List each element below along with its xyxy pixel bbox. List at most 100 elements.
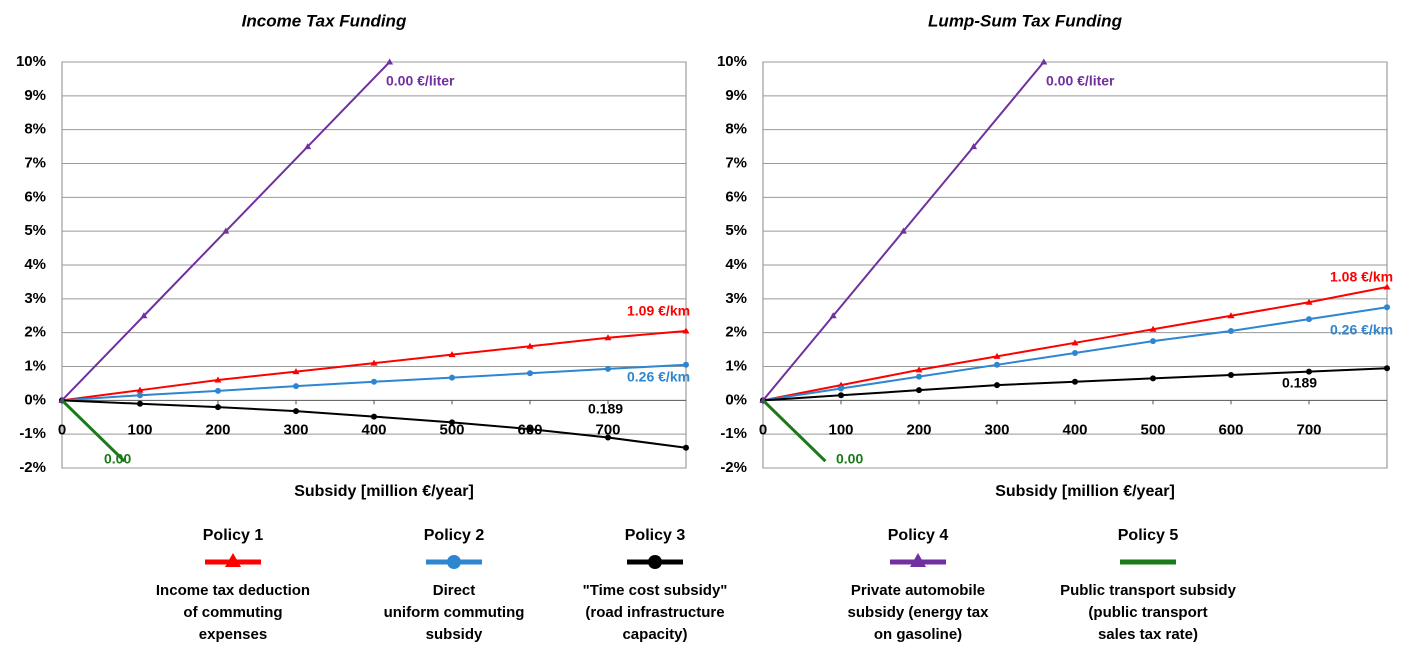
marker [1384,304,1390,311]
marker [1227,312,1235,319]
x-tick-label: 0 [759,421,767,438]
legend-marker [447,555,461,569]
marker [370,359,378,366]
marker [1383,283,1391,290]
legend-name: Policy 1 [203,527,264,544]
legend-description: "Time cost subsidy" [583,582,728,599]
x-tick-label: 100 [828,421,853,438]
legend-marker [910,553,926,567]
chart-title: Income Tax Funding [242,11,407,30]
x-tick-label: 100 [127,421,152,438]
marker [371,378,377,385]
marker [682,327,690,334]
x-tick-label: 200 [906,421,931,438]
marker [994,361,1000,368]
marker [683,444,689,451]
x-axis-label: Subsidy [million €/year] [294,483,474,500]
annotation: 0.26 €/km [627,369,690,385]
marker [838,392,844,399]
marker [829,312,837,319]
annotation: 0.189 [1282,375,1317,391]
marker [1306,368,1312,375]
x-tick-label: 200 [205,421,230,438]
y-tick-label: 9% [24,87,46,104]
marker [605,434,611,441]
marker [1305,298,1313,305]
marker [140,312,148,319]
annotation: 0.00 [104,451,131,467]
y-tick-label: 9% [725,87,747,104]
marker [215,404,221,411]
marker [371,413,377,420]
legend-name: Policy 5 [1118,527,1179,544]
y-tick-label: 5% [725,222,747,239]
y-tick-label: 8% [725,121,747,138]
marker [386,58,394,65]
legend-description: of commuting [183,604,282,621]
y-tick-label: 6% [725,188,747,205]
legend-description: expenses [199,626,267,643]
x-tick-label: 500 [439,421,464,438]
x-tick-label: 700 [1296,421,1321,438]
y-tick-label: 10% [16,53,46,70]
legend-name: Policy 4 [888,527,949,544]
y-tick-label: -2% [19,459,46,476]
legend-description: subsidy [426,626,483,643]
legend-description: capacity) [622,626,687,643]
marker [994,382,1000,389]
marker [526,342,534,349]
x-tick-label: 300 [984,421,1009,438]
marker [604,334,612,341]
y-tick-label: 6% [24,188,46,205]
marker [916,387,922,394]
marker [899,227,907,234]
legend-marker [225,553,241,567]
legend-marker [648,555,662,569]
marker [293,408,299,415]
legend-description: Income tax deduction [156,582,310,599]
y-tick-label: 0% [24,391,46,408]
marker [993,352,1001,359]
y-tick-label: 2% [725,324,747,341]
legend-description: Private automobile [851,582,985,599]
series-line [761,399,827,463]
x-tick-label: 300 [283,421,308,438]
marker [449,419,455,426]
marker [1150,375,1156,382]
x-tick-label: 400 [361,421,386,438]
legend-description: Direct [433,582,476,599]
legend-name: Policy 3 [625,527,686,544]
marker [293,383,299,390]
marker [304,143,312,150]
x-tick-label: 0 [58,421,66,438]
legend-description: (road infrastructure [585,604,724,621]
y-tick-label: 0% [725,391,747,408]
marker [1228,327,1234,334]
x-tick-label: 400 [1062,421,1087,438]
marker [449,374,455,381]
annotation: 0.00 €/liter [386,73,455,89]
y-tick-label: 8% [24,121,46,138]
marker [527,370,533,377]
marker [970,143,978,150]
x-tick-label: 600 [1218,421,1243,438]
marker [915,366,923,373]
marker [605,365,611,372]
legend-name: Policy 2 [424,527,485,544]
y-tick-label: -2% [720,459,747,476]
marker [1306,316,1312,323]
y-tick-label: -1% [720,425,747,442]
marker [527,426,533,433]
y-tick-label: 2% [24,324,46,341]
marker [214,376,222,383]
marker [916,373,922,380]
annotation: 0.26 €/km [1330,322,1393,338]
annotation: 1.08 €/km [1330,269,1393,285]
y-tick-label: 4% [24,256,46,273]
x-tick-label: 500 [1140,421,1165,438]
marker [137,400,143,407]
y-tick-label: 1% [24,357,46,374]
x-axis-label: Subsidy [million €/year] [995,483,1175,500]
series-line [60,399,126,463]
